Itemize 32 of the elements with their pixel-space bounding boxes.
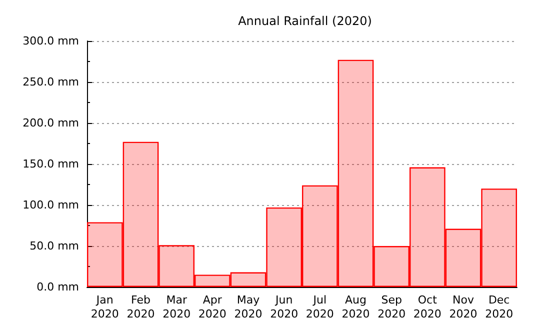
- bar: [194, 274, 230, 287]
- y-tick-label: 250.0 mm: [22, 76, 79, 88]
- x-tick-label: Apr 2020: [198, 294, 226, 320]
- x-tick-label: Mar 2020: [162, 294, 191, 320]
- y-tick-label: 150.0 mm: [22, 158, 79, 170]
- x-tick-label: Nov 2020: [449, 294, 478, 320]
- bar: [122, 142, 159, 287]
- x-tick-label: Jul 2020: [306, 294, 334, 320]
- bar: [374, 246, 410, 287]
- y-tick-label: 200.0 mm: [22, 116, 79, 130]
- x-tick-label: Jun 2020: [270, 294, 298, 320]
- x-tick-label: Feb 2020: [126, 294, 155, 320]
- bar: [410, 167, 446, 287]
- x-tick-label: Dec 2020: [485, 294, 514, 320]
- x-tick-label: Aug 2020: [342, 294, 370, 320]
- bar: [445, 228, 482, 287]
- y-tick-label: 300.0 mm: [22, 34, 79, 48]
- x-tick-label: Sep 2020: [378, 294, 406, 320]
- bar: [266, 207, 302, 287]
- bar: [302, 185, 338, 287]
- y-tick-label: 0.0 mm: [36, 280, 79, 294]
- bar: [158, 245, 194, 287]
- x-tick-label: May 2020: [234, 294, 262, 320]
- bar: [338, 60, 374, 287]
- chart-title: Annual Rainfall (2020): [238, 14, 372, 28]
- y-tick-label: 50.0 mm: [30, 240, 79, 252]
- x-tick-label: Jan 2020: [90, 294, 119, 320]
- bar: [87, 222, 123, 287]
- x-tick-label: Oct 2020: [413, 294, 442, 320]
- bar: [230, 272, 266, 287]
- bar: [481, 188, 517, 287]
- y-tick-label: 100.0 mm: [22, 198, 79, 212]
